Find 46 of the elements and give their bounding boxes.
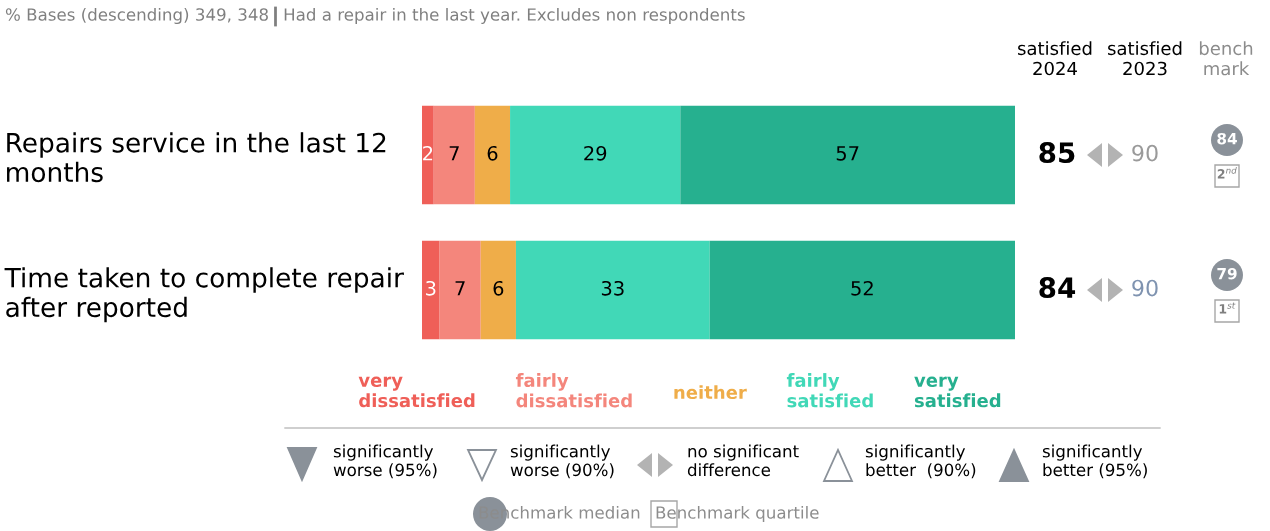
text: satisfied 2023 [1108, 41, 1182, 76]
bar [433, 105, 475, 205]
data-label: 29 [584, 145, 607, 161]
text: 84 [1039, 277, 1076, 299]
data-label: 57 [836, 146, 859, 161]
bar [680, 105, 1015, 205]
data-label: 7 [449, 146, 459, 161]
text: 90 [1132, 279, 1158, 297]
y-tick-label: Repairs service in the last 12 months [7, 132, 386, 183]
bar [422, 240, 440, 340]
bar [422, 105, 434, 205]
data-label: 52 [851, 280, 873, 296]
data-label: 3 [426, 280, 436, 296]
text: significantly worse (90%) [510, 444, 614, 479]
bar [439, 240, 481, 340]
text: satisfied 2024 [1018, 41, 1092, 76]
text: significantly better (90%) [865, 444, 976, 479]
data-label: 7 [455, 281, 465, 296]
text: 79 [1217, 267, 1237, 280]
text: no significant difference [687, 444, 799, 477]
text: neither [674, 385, 747, 400]
text: very satisfied [914, 376, 1001, 408]
text: 1$^{st}$ [1219, 302, 1236, 314]
data-label: 6 [487, 145, 498, 161]
data-label: 2 [423, 145, 433, 161]
text: significantly better (95%) [1042, 444, 1147, 479]
text: very dissatisfied [358, 376, 475, 408]
bar [709, 240, 1015, 340]
y-tick-label: Time taken to complete repair after reported [4, 267, 404, 323]
text: significantly worse (95%) [333, 444, 437, 479]
bar [474, 105, 511, 205]
bar [480, 240, 516, 340]
text: % Bases (descending) 349, 348 [5, 7, 268, 25]
text: 2$^{nd}$ [1217, 166, 1237, 179]
text: bench mark [1199, 41, 1253, 76]
bar [510, 105, 681, 205]
text: fairly dissatisfied [515, 373, 632, 408]
chart-subtitle: Had a repair in the last year. Excludes non respondents [284, 7, 745, 25]
text: 85 [1039, 142, 1075, 164]
bar [515, 240, 710, 340]
text: Benchmark quartile [656, 505, 819, 523]
data-label: 33 [601, 280, 624, 296]
text: 84 [1217, 132, 1237, 145]
data-label: 6 [493, 280, 504, 296]
text: 90 [1132, 144, 1158, 162]
text: fairly satisfied [786, 373, 873, 408]
